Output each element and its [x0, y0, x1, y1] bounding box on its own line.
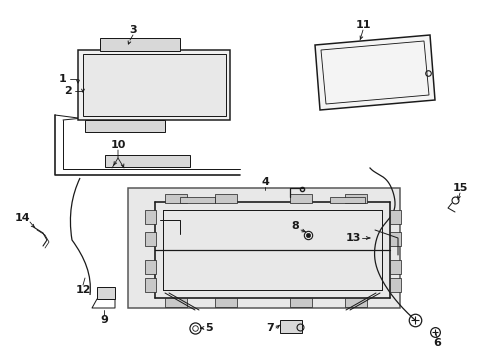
Bar [329, 197, 364, 203]
Bar [100, 38, 180, 51]
Text: 6: 6 [432, 338, 440, 348]
Bar [215, 298, 237, 307]
Bar [289, 194, 311, 203]
Bar [145, 210, 156, 224]
Bar [164, 194, 186, 203]
Polygon shape [83, 54, 225, 116]
Bar [180, 197, 215, 203]
Polygon shape [314, 35, 434, 110]
Bar [85, 120, 164, 132]
Bar [105, 155, 190, 167]
Text: 14: 14 [14, 213, 30, 223]
Text: 10: 10 [110, 140, 125, 150]
Text: 8: 8 [290, 221, 298, 231]
Bar [389, 260, 400, 274]
Bar [345, 298, 366, 307]
Text: 5: 5 [205, 323, 212, 333]
Text: 1: 1 [59, 74, 67, 84]
Polygon shape [78, 50, 229, 120]
Bar [289, 298, 311, 307]
Bar [280, 320, 302, 333]
Bar [97, 287, 115, 299]
Text: 2: 2 [64, 86, 72, 96]
Bar [145, 278, 156, 292]
Bar [389, 232, 400, 246]
Text: 9: 9 [100, 315, 108, 325]
Bar [215, 194, 237, 203]
Bar [389, 210, 400, 224]
Text: 11: 11 [354, 20, 370, 30]
Text: 12: 12 [75, 285, 91, 295]
Bar [345, 194, 366, 203]
Text: 15: 15 [451, 183, 467, 193]
Bar [389, 278, 400, 292]
Text: 13: 13 [345, 233, 360, 243]
Text: 3: 3 [129, 25, 137, 35]
Text: 4: 4 [261, 177, 268, 187]
Bar [128, 188, 399, 308]
Bar [164, 298, 186, 307]
Bar [145, 260, 156, 274]
Bar [145, 232, 156, 246]
Text: 7: 7 [265, 323, 273, 333]
